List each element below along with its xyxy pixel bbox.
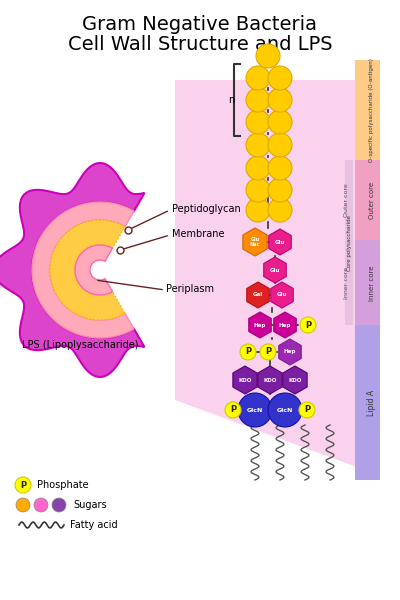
Text: Hep: Hep (254, 323, 266, 328)
Polygon shape (32, 202, 134, 338)
Circle shape (268, 198, 292, 222)
Polygon shape (279, 339, 301, 365)
Polygon shape (249, 312, 271, 338)
Circle shape (300, 317, 316, 333)
Text: Fatty acid: Fatty acid (70, 520, 118, 530)
Text: Outer core: Outer core (369, 181, 375, 218)
Bar (355, 325, 380, 480)
Circle shape (246, 66, 270, 90)
Text: Peptidoglycan: Peptidoglycan (172, 204, 241, 214)
Text: Gal: Gal (253, 292, 263, 298)
Circle shape (246, 110, 270, 134)
Text: Outer core: Outer core (344, 183, 350, 217)
Polygon shape (175, 80, 365, 470)
Text: P: P (304, 406, 310, 415)
Text: Periplasm: Periplasm (166, 284, 214, 294)
Bar (355, 160, 380, 240)
Circle shape (268, 66, 292, 90)
Text: Hep: Hep (279, 323, 291, 328)
Text: P: P (245, 347, 251, 356)
Polygon shape (243, 228, 267, 256)
Text: LPS (Lipoplysaccharide): LPS (Lipoplysaccharide) (22, 340, 138, 350)
Polygon shape (0, 163, 144, 377)
Polygon shape (50, 220, 125, 320)
Text: Gram Negative Bacteria: Gram Negative Bacteria (82, 16, 318, 34)
Circle shape (246, 156, 270, 180)
Circle shape (299, 402, 315, 418)
Polygon shape (269, 229, 291, 255)
Circle shape (246, 178, 270, 202)
Text: KDO: KDO (263, 377, 277, 383)
Text: P: P (230, 406, 236, 415)
Circle shape (16, 498, 30, 512)
Polygon shape (233, 366, 257, 394)
Text: P: P (20, 481, 26, 490)
Circle shape (246, 88, 270, 112)
Text: Cell Wall Structure and LPS: Cell Wall Structure and LPS (68, 35, 332, 55)
Circle shape (15, 477, 31, 493)
Circle shape (246, 133, 270, 157)
Circle shape (260, 344, 276, 360)
Text: Lipid A: Lipid A (368, 390, 376, 416)
Polygon shape (271, 282, 293, 308)
Bar (355, 240, 380, 325)
Polygon shape (75, 245, 112, 295)
Text: KDO: KDO (238, 377, 252, 383)
Text: Sugars: Sugars (73, 500, 107, 510)
Circle shape (246, 198, 270, 222)
Text: GlcN: GlcN (247, 407, 263, 413)
Circle shape (268, 88, 292, 112)
Text: n: n (228, 95, 234, 105)
Circle shape (268, 178, 292, 202)
Circle shape (52, 498, 66, 512)
Circle shape (238, 393, 272, 427)
Text: GlcN: GlcN (277, 407, 293, 413)
Circle shape (268, 393, 302, 427)
Circle shape (225, 402, 241, 418)
Polygon shape (274, 312, 296, 338)
Text: Core polysaccharide: Core polysaccharide (346, 215, 352, 271)
Polygon shape (247, 282, 269, 308)
Text: Glu: Glu (270, 268, 280, 272)
Text: O-specific polysaccharide (O-antigen): O-specific polysaccharide (O-antigen) (370, 58, 374, 162)
Text: Glu: Glu (277, 292, 287, 298)
Circle shape (256, 44, 280, 68)
Text: Membrane: Membrane (172, 229, 224, 239)
Text: Hep: Hep (284, 349, 296, 355)
Text: Glu: Glu (275, 239, 285, 245)
Text: Glu
Nac: Glu Nac (250, 236, 260, 247)
Bar (355, 60, 380, 160)
Bar (345, 160, 353, 325)
Circle shape (34, 498, 48, 512)
Text: Inner core: Inner core (369, 265, 375, 301)
Polygon shape (264, 257, 286, 283)
Text: Phosphate: Phosphate (37, 480, 89, 490)
Text: P: P (305, 320, 311, 329)
Circle shape (268, 156, 292, 180)
Circle shape (268, 110, 292, 134)
Polygon shape (258, 366, 282, 394)
Polygon shape (283, 366, 307, 394)
Text: Inner core: Inner core (344, 267, 350, 299)
Text: P: P (265, 347, 271, 356)
Circle shape (240, 344, 256, 360)
Text: KDO: KDO (288, 377, 302, 383)
Circle shape (268, 133, 292, 157)
